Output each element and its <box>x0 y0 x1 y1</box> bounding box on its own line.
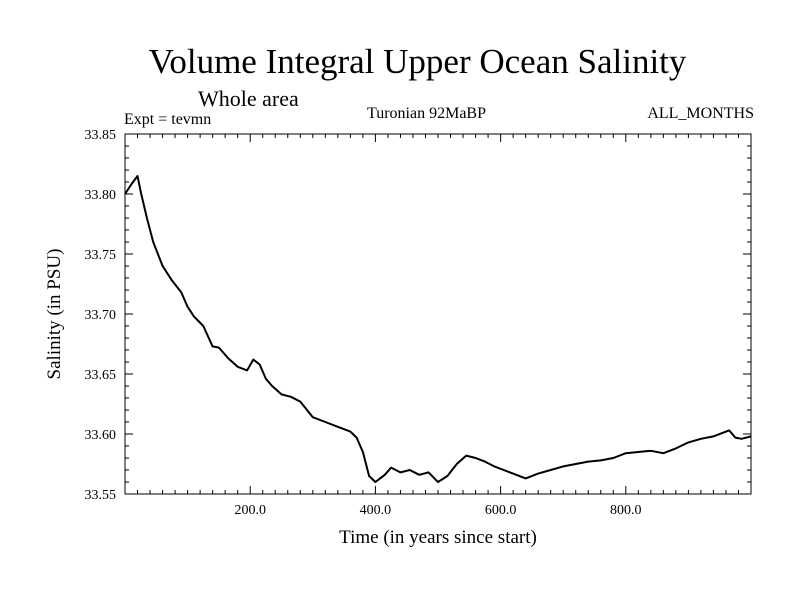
chart-title: Volume Integral Upper Ocean Salinity <box>148 42 687 81</box>
y-axis-label: Salinity (in PSU) <box>44 249 65 380</box>
experiment-label: Expt = tevmn <box>124 111 212 128</box>
y-tick-label: 33.80 <box>85 188 117 203</box>
x-tick-label: 800.0 <box>610 503 642 518</box>
y-tick-label: 33.75 <box>85 248 117 263</box>
y-tick-label: 33.55 <box>85 488 117 503</box>
x-tick-label: 600.0 <box>485 503 517 518</box>
x-tick-label: 400.0 <box>360 503 392 518</box>
y-tick-label: 33.70 <box>85 308 117 323</box>
plot-frame <box>124 133 752 495</box>
months-label: ALL_MONTHS <box>647 105 754 122</box>
x-tick-label: 200.0 <box>234 503 266 518</box>
chart-subtitle: Whole area <box>198 86 299 111</box>
y-tick-label: 33.60 <box>85 428 117 443</box>
y-tick-label: 33.65 <box>85 368 117 383</box>
y-tick-label: 33.85 <box>85 128 117 143</box>
x-axis-label: Time (in years since start) <box>339 527 537 548</box>
salinity-series-line <box>124 175 752 483</box>
experiment-name-label: Turonian 92MaBP <box>367 105 486 122</box>
